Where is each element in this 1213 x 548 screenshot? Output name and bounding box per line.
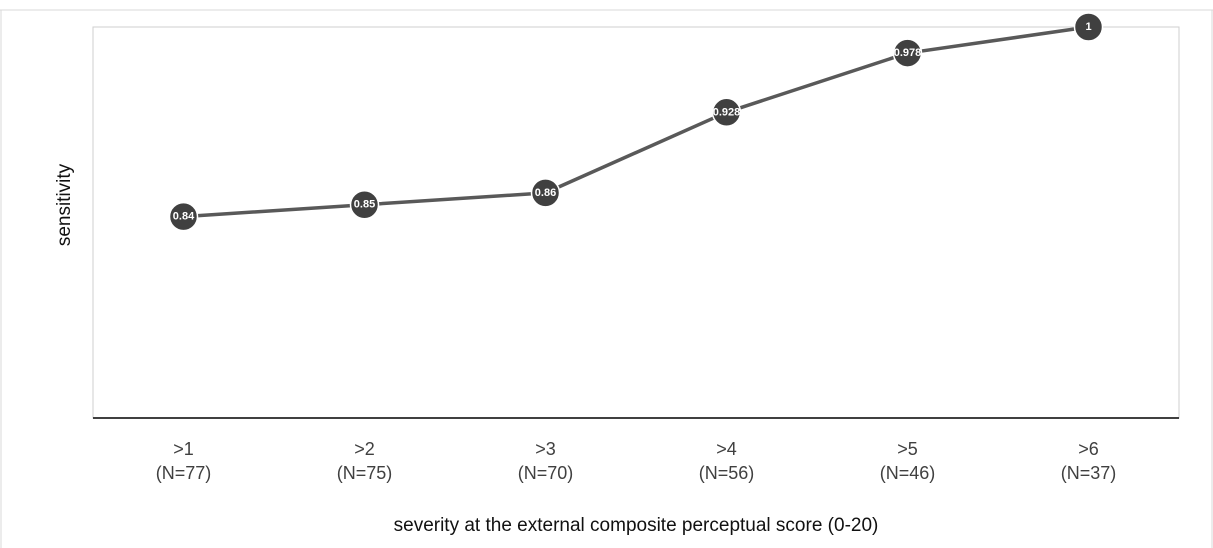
- data-point: [530, 178, 561, 208]
- data-label: 1: [1085, 21, 1091, 33]
- x-tick-label: >1: [173, 439, 194, 459]
- x-tick-count-label: (N=75): [337, 463, 393, 483]
- x-tick-labels: >1 (N=77) >2 (N=75) >3 (N=70) >4 (N=56) >5 (N=46)…: [156, 439, 1117, 483]
- x-tick-count-label: (N=56): [699, 463, 755, 483]
- data-point: [168, 201, 199, 232]
- series-layer: 0.84 0.85 0.86 0.928 0.978 1: [168, 12, 1104, 232]
- data-point: [892, 38, 923, 68]
- x-tick-label: >2: [354, 439, 375, 459]
- data-point: [1073, 12, 1104, 42]
- x-tick-count-label: (N=70): [518, 463, 574, 483]
- plot-area: [92, 26, 1180, 419]
- data-label: 0.928: [713, 106, 741, 118]
- x-tick-label: >3: [535, 439, 556, 459]
- x-tick-count-label: (N=77): [156, 463, 212, 483]
- data-label: 0.85: [354, 199, 375, 211]
- x-tick-label: >6: [1078, 439, 1099, 459]
- series-line: [183, 25, 1089, 219]
- x-tick-label: >5: [897, 439, 918, 459]
- y-axis-title: sensitivity: [54, 163, 75, 246]
- data-point: [711, 97, 742, 128]
- data-label: 0.86: [535, 187, 556, 199]
- x-tick-count-label: (N=37): [1061, 463, 1117, 483]
- x-tick-count-label: (N=46): [880, 463, 936, 483]
- data-point: [349, 189, 380, 220]
- x-tick-label: >4: [716, 439, 737, 459]
- data-label: 0.84: [173, 211, 195, 223]
- x-axis-title: severity at the external composite perce…: [394, 515, 879, 536]
- data-label: 0.978: [894, 47, 922, 59]
